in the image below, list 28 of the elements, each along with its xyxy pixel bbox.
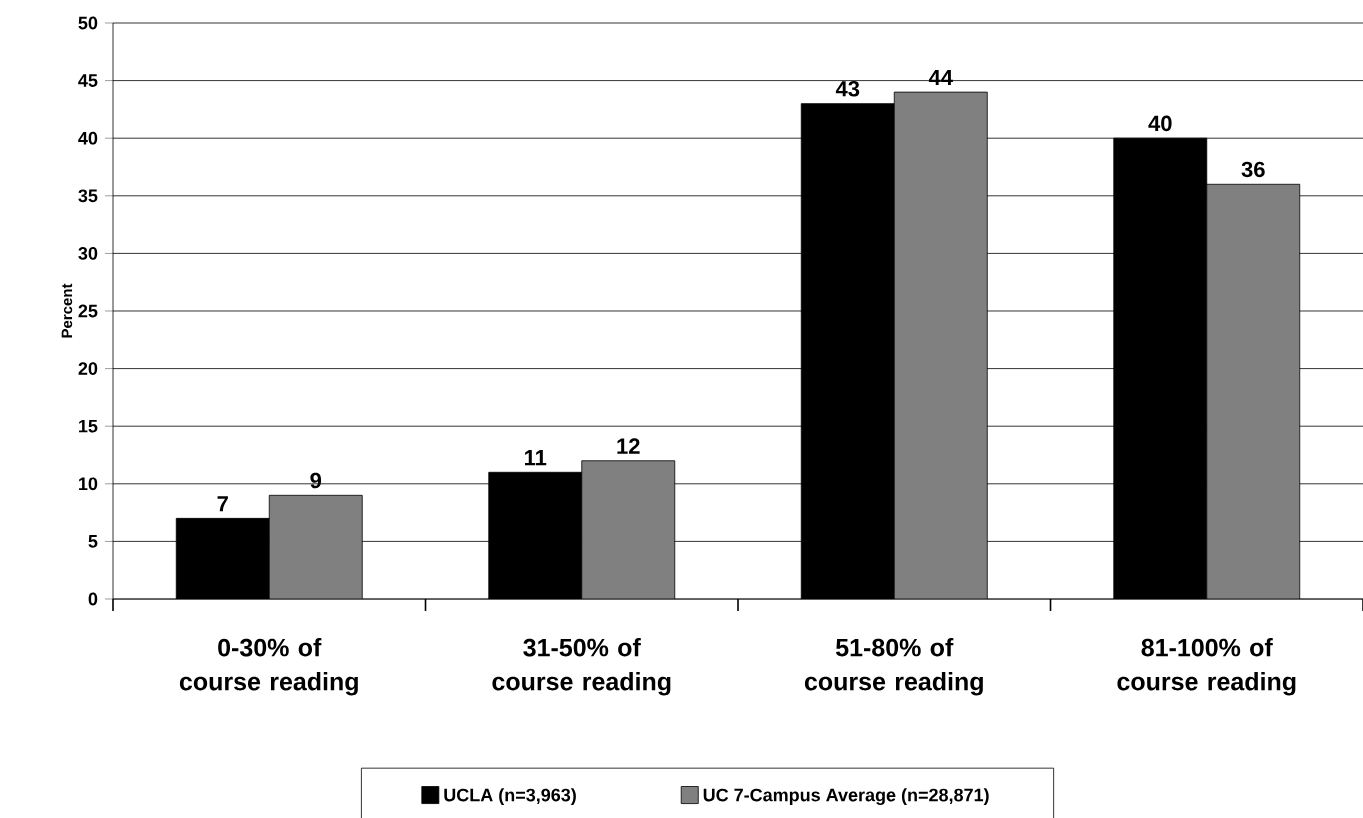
y-tick-label: 25 <box>78 304 98 318</box>
legend-label: UCLA (n=3,963) <box>444 788 576 805</box>
x-tick-label: 31-50% of course reading <box>492 638 671 696</box>
y-tick-label: 10 <box>79 477 98 491</box>
y-tick-label: 20 <box>78 362 98 375</box>
y-tick-label: 30 <box>78 247 98 260</box>
y-tick-label: 40 <box>78 131 98 145</box>
data-label: 11 <box>525 450 547 466</box>
data-label: 7 <box>217 496 228 512</box>
bar <box>581 460 676 599</box>
data-label: 12 <box>617 438 640 454</box>
data-label: 36 <box>1241 161 1265 178</box>
y-tick-label: 45 <box>78 74 98 87</box>
y-tick-label: 0 <box>88 592 98 606</box>
y-tick-label: 15 <box>79 419 98 433</box>
y-tick-label: 5 <box>88 535 98 548</box>
data-label: 43 <box>835 80 860 97</box>
y-axis-title: Percent <box>61 283 73 338</box>
x-tick-label: 0-30% of course reading <box>179 638 358 696</box>
data-label: 40 <box>1148 115 1172 132</box>
legend-label: UC 7-Campus Average (n=28,871) <box>703 788 989 806</box>
x-tick-label: 51-80% of course reading <box>804 638 983 696</box>
y-tick-label: 35 <box>78 189 98 203</box>
bar <box>268 494 363 599</box>
bar <box>893 91 988 599</box>
x-tick-label: 81-100% of course reading <box>1117 638 1296 696</box>
bar <box>1206 183 1301 599</box>
y-tick-label: 50 <box>78 16 98 30</box>
